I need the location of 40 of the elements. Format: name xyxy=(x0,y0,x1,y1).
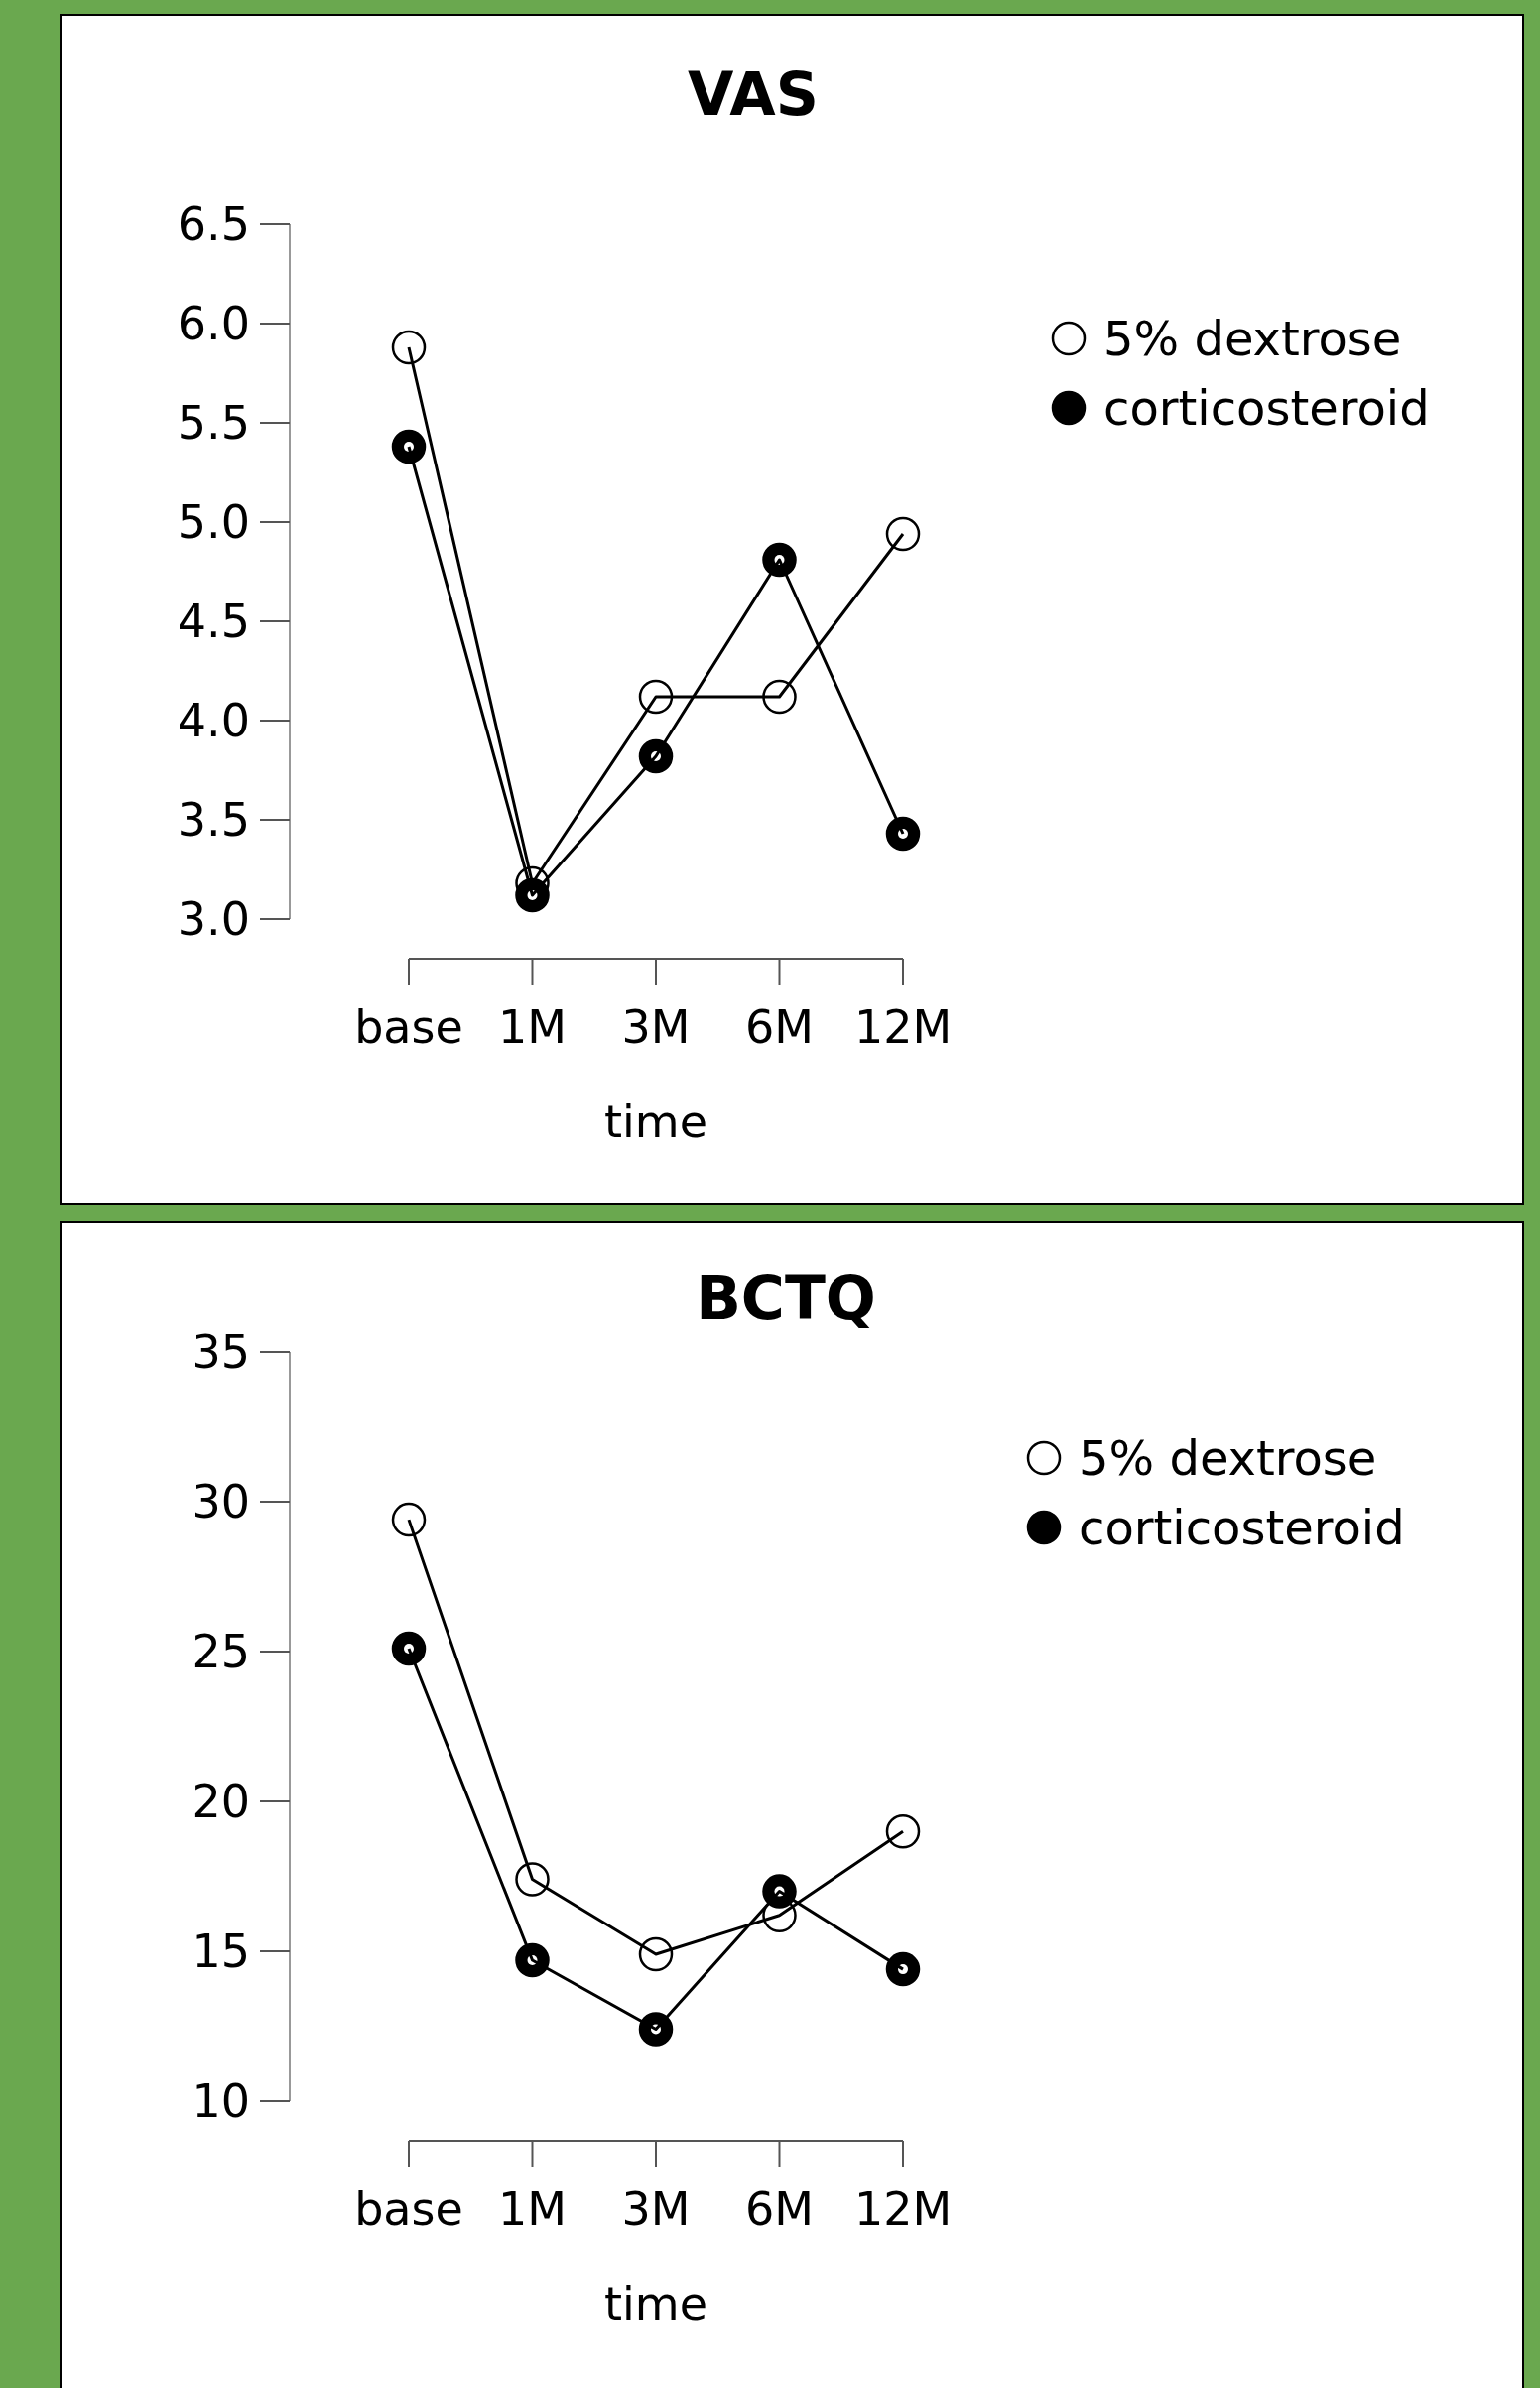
point xyxy=(391,1631,427,1666)
x-axis-title: time xyxy=(604,1095,707,1148)
legend-label: corticosteroid xyxy=(1103,379,1430,436)
y-tick-label: 4.5 xyxy=(177,595,250,649)
x-tick-label: 3M xyxy=(621,1000,691,1054)
point xyxy=(885,1951,921,1987)
y-tick-label: 35 xyxy=(192,1325,250,1380)
x-axis-title: time xyxy=(604,2277,707,2330)
y-tick-label: 3.5 xyxy=(177,793,250,848)
y-tick-label: 15 xyxy=(192,1924,250,1979)
y-tick-label: 6.5 xyxy=(177,198,250,252)
x-tick-label: 6M xyxy=(745,2183,814,2236)
legend-label: corticosteroid xyxy=(1079,1499,1405,1555)
chart-title: VAS xyxy=(687,60,820,129)
y-tick-label: 30 xyxy=(192,1475,250,1529)
x-tick-label: 1M xyxy=(498,1000,567,1054)
point xyxy=(885,816,921,852)
x-tick-label: base xyxy=(354,2183,463,2236)
y-tick-label: 3.0 xyxy=(177,892,250,947)
point xyxy=(391,330,427,365)
x-tick-label: 12M xyxy=(853,1000,953,1054)
point xyxy=(885,1813,921,1849)
y-tick-label: 5.0 xyxy=(177,495,250,550)
chart-title: BCTQ xyxy=(696,1263,876,1333)
y-tick-label: 6.0 xyxy=(177,297,250,351)
legend-label: 5% dextrose xyxy=(1079,1429,1377,1486)
y-tick-label: 25 xyxy=(192,1625,250,1679)
point xyxy=(885,516,921,552)
x-tick-label: 3M xyxy=(621,2183,691,2236)
y-tick-label: 10 xyxy=(192,2074,250,2129)
y-tick-label: 20 xyxy=(192,1775,250,1829)
y-tick-label: 4.0 xyxy=(177,694,250,748)
y-tick-label: 5.5 xyxy=(177,396,250,451)
point xyxy=(391,1502,427,1537)
point xyxy=(391,429,427,464)
x-tick-label: 6M xyxy=(745,1000,814,1054)
x-tick-label: base xyxy=(354,1000,463,1054)
x-tick-label: 12M xyxy=(853,2183,953,2236)
x-tick-label: 1M xyxy=(498,2183,567,2236)
legend-label: 5% dextrose xyxy=(1103,310,1402,366)
